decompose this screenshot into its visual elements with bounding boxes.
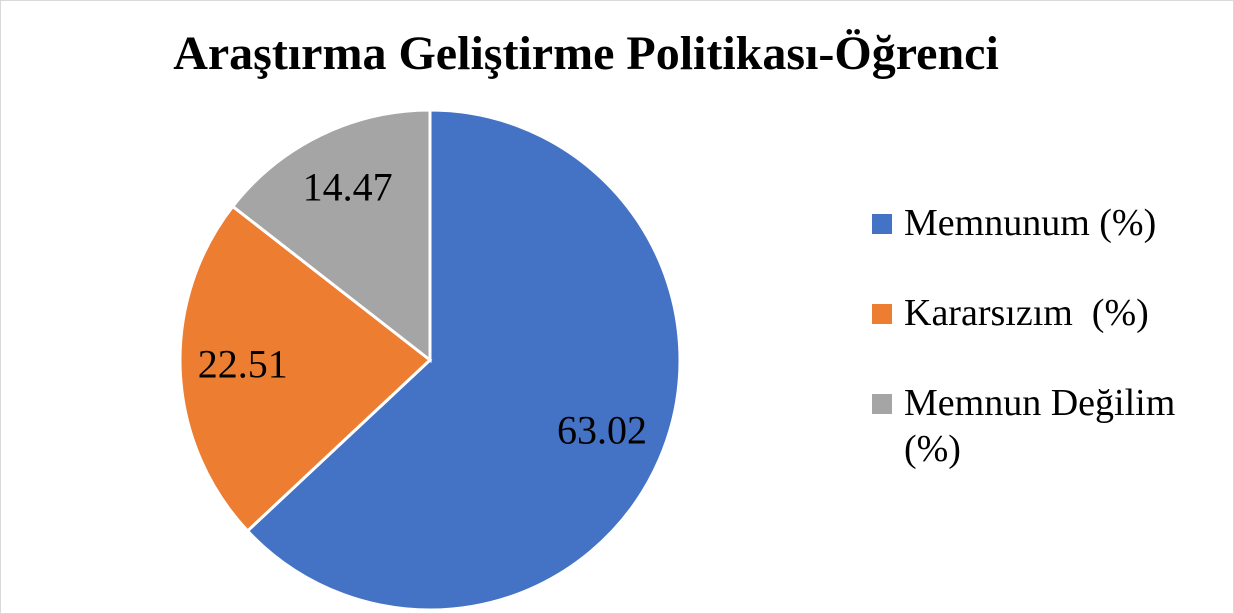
data-label: 63.02: [557, 408, 647, 453]
pie-slice: [178, 204, 433, 534]
legend-label: Memnunum (%): [904, 202, 1157, 244]
legend-swatch: [872, 304, 892, 324]
legend-item: Memnun Değilim (%): [872, 380, 1222, 472]
legend-swatch: [872, 394, 892, 414]
data-label: 22.51: [198, 342, 288, 387]
legend-item: Kararsızım (%): [872, 290, 1222, 336]
legend: Memnunum (%) Kararsızım (%) Memnun Değilim…: [872, 200, 1222, 516]
pie-slice: [245, 108, 682, 612]
legend-swatch: [872, 214, 892, 234]
legend-label: Kararsızım (%): [904, 292, 1149, 334]
data-label: 14.47: [303, 165, 393, 210]
chart-title: Araştırma Geliştirme Politikası-Öğrenci: [173, 27, 999, 80]
legend-label: Memnun Değilim (%): [904, 382, 1185, 470]
pie-slice: [230, 108, 432, 364]
legend-item: Memnunum (%): [872, 200, 1222, 246]
